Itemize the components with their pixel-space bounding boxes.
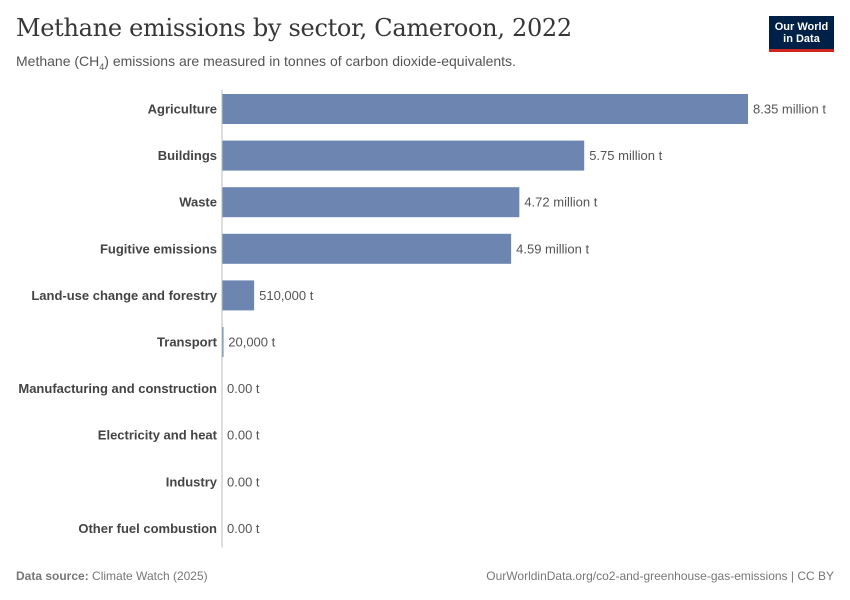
value-label: 0.00 t [227,474,260,489]
bar[interactable] [222,327,224,357]
subtitle-suffix: ) emissions are measured in tonnes of ca… [104,53,516,69]
value-label: 8.35 million t [753,102,826,117]
value-label: 4.59 million t [516,241,589,256]
bar[interactable] [222,233,512,264]
owid-logo[interactable]: Our World in Data [769,16,834,52]
bar[interactable] [222,94,748,124]
logo-line-1: Our World [774,21,829,33]
category-label: Waste [179,195,217,210]
source-url[interactable]: OurWorldinData.org/co2-and-greenhouse-ga… [486,569,834,583]
category-label: Transport [157,335,218,350]
subtitle-subscript: 4 [99,61,105,72]
category-label: Manufacturing and construction [18,381,217,396]
category-label: Buildings [158,148,217,163]
value-label: 20,000 t [228,335,275,350]
category-label: Other fuel combustion [78,521,217,536]
data-source: Data source: Climate Watch (2025) [16,569,208,583]
data-source-label: Data source: [16,569,89,583]
category-label: Land-use change and forestry [31,288,217,303]
bar[interactable] [222,187,520,218]
value-label: 0.00 t [227,521,260,536]
value-label: 510,000 t [259,288,314,303]
chart-subtitle: Methane (CH4) emissions are measured in … [16,53,516,72]
category-label: Industry [166,474,218,489]
value-label: 0.00 t [227,428,260,443]
logo-line-2: in Data [783,33,820,45]
value-label: 4.72 million t [524,195,597,210]
category-label: Electricity and heat [98,428,218,443]
category-label: Fugitive emissions [100,241,217,256]
category-label: Agriculture [148,102,217,117]
value-label: 0.00 t [227,381,260,396]
bar-chart: Agriculture 8.35 million t Buildings 5.75 m… [18,90,826,548]
bar[interactable] [222,140,585,171]
subtitle-prefix: Methane (CH [16,53,100,69]
value-label: 5.75 million t [589,148,662,163]
chart-title: Methane emissions by sector, Cameroon, 2… [16,14,572,42]
data-source-link[interactable]: Climate Watch (2025) [92,569,208,583]
bar[interactable] [222,280,255,311]
